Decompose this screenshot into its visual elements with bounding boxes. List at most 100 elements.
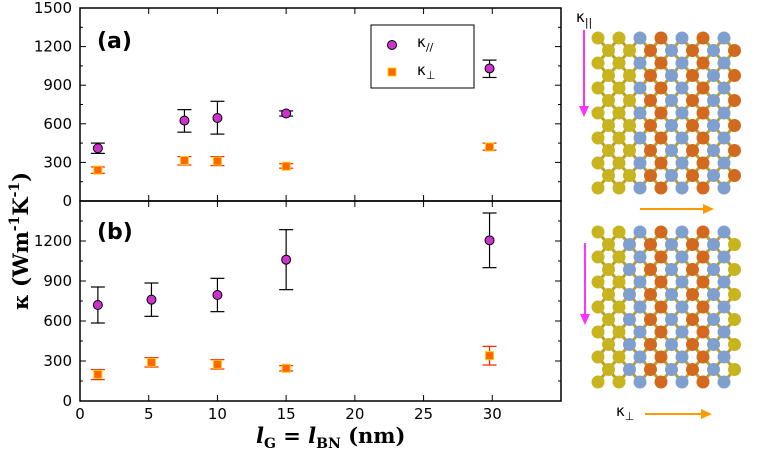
lattice-atom bbox=[686, 119, 699, 132]
lattice-atom bbox=[654, 131, 668, 145]
y-tick-label: 600 bbox=[43, 115, 72, 133]
lattice-atom bbox=[633, 131, 647, 145]
lattice-atom bbox=[602, 94, 615, 107]
lattice-atom bbox=[623, 119, 636, 132]
lattice-atom bbox=[633, 275, 647, 289]
lattice-atom bbox=[665, 238, 678, 251]
data-point-parallel bbox=[92, 300, 103, 310]
lattice-atom bbox=[602, 313, 615, 326]
lattice-atom bbox=[612, 81, 626, 95]
kappa-parallel-label: κ|| bbox=[576, 8, 592, 29]
data-point-perp bbox=[281, 161, 291, 171]
lattice-atom bbox=[665, 169, 678, 182]
lattice-atom bbox=[612, 350, 626, 364]
y-tick-label: 1200 bbox=[34, 232, 72, 250]
lattice-atom bbox=[675, 225, 689, 239]
lattice-atom bbox=[717, 31, 731, 45]
lattice-atom bbox=[675, 181, 689, 195]
lattice-atom bbox=[728, 313, 741, 326]
lattice-atom bbox=[654, 31, 668, 45]
y-tick-label: 300 bbox=[43, 352, 72, 370]
parallel-arrow-bottom-head bbox=[580, 314, 590, 325]
lattice-atom bbox=[633, 300, 647, 314]
lattice-atom bbox=[654, 300, 668, 314]
lattice-atom bbox=[707, 144, 720, 157]
lattice-atom bbox=[728, 338, 741, 351]
lattice-atom bbox=[633, 250, 647, 264]
data-point-perp bbox=[485, 351, 495, 361]
lattice-atom bbox=[686, 338, 699, 351]
lattice-atom bbox=[696, 375, 710, 389]
lattice-atom bbox=[696, 181, 710, 195]
lattice-atom bbox=[644, 288, 657, 301]
data-point-parallel bbox=[484, 235, 495, 246]
lattice-atom bbox=[728, 69, 741, 82]
lattice-atom bbox=[686, 69, 699, 82]
lattice-atom bbox=[696, 56, 710, 70]
lattice-atom bbox=[675, 156, 689, 170]
kappa-perp-label: κ⊥ bbox=[616, 402, 634, 423]
x-tick-label: 5 bbox=[144, 405, 154, 423]
lattice-atom bbox=[612, 56, 626, 70]
data-point-parallel bbox=[281, 108, 292, 119]
y-tick-label: 900 bbox=[43, 272, 72, 290]
lattice-atom bbox=[665, 44, 678, 57]
legend-label-perp: κ⊥ bbox=[417, 61, 435, 82]
data-point-perp bbox=[485, 142, 495, 152]
lattice-atom bbox=[707, 238, 720, 251]
lattice-atom bbox=[591, 31, 605, 45]
lattice-atom bbox=[644, 263, 657, 276]
lattice-atom bbox=[602, 44, 615, 57]
perp-arrow-bottom-head bbox=[701, 409, 712, 419]
parallel-arrow-head bbox=[579, 106, 589, 117]
lattice-atom bbox=[602, 338, 615, 351]
lattice-atom bbox=[696, 350, 710, 364]
panel-a-frame bbox=[79, 7, 562, 202]
lattice-atom bbox=[654, 106, 668, 120]
lattice-atom bbox=[717, 181, 731, 195]
data-point-parallel bbox=[281, 254, 292, 265]
lattice-atom bbox=[707, 263, 720, 276]
lattice-atom bbox=[612, 250, 626, 264]
lattice-atom bbox=[717, 131, 731, 145]
lattice-atom bbox=[654, 156, 668, 170]
lattice-atom bbox=[633, 106, 647, 120]
lattice-atom bbox=[591, 56, 605, 70]
legend-box bbox=[370, 24, 475, 89]
lattice-atom bbox=[665, 94, 678, 107]
lattice-atom bbox=[728, 44, 741, 57]
lattice-atom bbox=[623, 144, 636, 157]
lattice-atom bbox=[728, 263, 741, 276]
panel-b-marks bbox=[90, 212, 497, 381]
panel-b-y-ticks: 0 300 600 900 1200 bbox=[34, 220, 561, 410]
lattice-atom bbox=[644, 313, 657, 326]
lattice-atom bbox=[696, 131, 710, 145]
lattice-atom bbox=[612, 275, 626, 289]
y-tick-label: 0 bbox=[62, 192, 72, 210]
x-tick-label: 15 bbox=[277, 405, 296, 423]
lattice-atom bbox=[686, 313, 699, 326]
lattice-atom bbox=[602, 169, 615, 182]
lattice-atom bbox=[665, 263, 678, 276]
lattice-atom bbox=[602, 363, 615, 376]
lattice-atom bbox=[728, 363, 741, 376]
lattice-atom bbox=[633, 350, 647, 364]
data-point-parallel bbox=[146, 294, 157, 305]
lattice-atom bbox=[623, 338, 636, 351]
lattice-atom bbox=[707, 288, 720, 301]
data-point-parallel bbox=[212, 290, 223, 300]
lattice-atom bbox=[591, 275, 605, 289]
data-point-perp bbox=[281, 363, 291, 373]
lattice-atom bbox=[623, 94, 636, 107]
lattice-atom bbox=[654, 181, 668, 195]
lattice-atom bbox=[612, 225, 626, 239]
lattice-atom bbox=[728, 144, 741, 157]
x-ticks: 0 5 10 15 20 25 30 bbox=[75, 8, 502, 423]
lattice-atom bbox=[675, 250, 689, 264]
lattice-atom bbox=[602, 119, 615, 132]
lattice-atom bbox=[696, 325, 710, 339]
structure-top-lattice bbox=[591, 31, 741, 195]
lattice-atom bbox=[665, 144, 678, 157]
lattice-atom bbox=[675, 350, 689, 364]
y-tick-label: 300 bbox=[43, 153, 72, 171]
